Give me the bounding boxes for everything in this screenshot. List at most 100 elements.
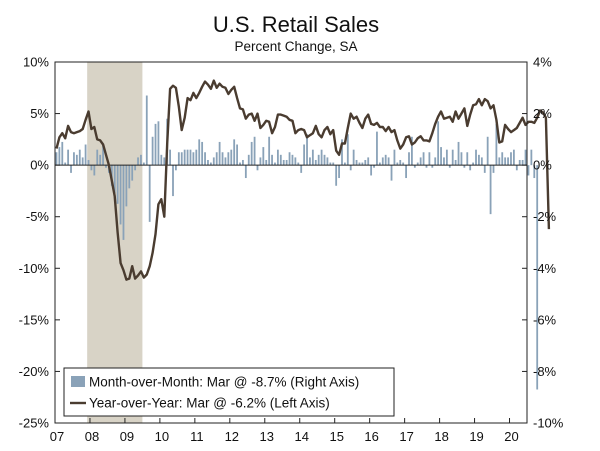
mom-bar [306,134,308,166]
mom-bar [448,165,451,168]
x-tick-label: 19 [469,429,483,444]
mom-bar [515,165,518,171]
mom-bar [137,157,139,166]
x-tick-label: 16 [364,429,378,444]
mom-bar [177,152,180,166]
mom-bar [256,165,259,171]
right-tick-label: -2% [533,209,557,224]
mom-bar [81,157,84,166]
mom-bar [437,121,440,166]
right-tick-label: 0% [533,158,552,173]
mom-bar [236,144,239,166]
mom-bar [373,165,375,168]
mom-bar [233,139,236,166]
mom-bar [294,157,297,166]
mom-bar [90,165,93,171]
mom-bar [425,165,428,168]
mom-bar [422,152,425,166]
mom-bar [419,157,422,166]
mom-bar [343,162,346,166]
mom-bar [148,165,151,222]
mom-bar [207,159,209,166]
x-tick-label: 07 [50,429,64,444]
mom-bar [297,162,300,166]
mom-bar [140,154,142,166]
mom-bar [151,136,154,166]
mom-bar [469,165,472,171]
right-tick-label: 2% [533,106,552,121]
mom-bar [142,162,145,166]
legend-box [63,367,395,417]
mom-bar [512,149,515,166]
x-tick-label: 12 [225,429,239,444]
mom-bar [510,152,512,166]
mom-bar [507,157,509,166]
mom-bar [478,154,480,166]
right-tick-label: -8% [533,364,557,379]
chart-title: U.S. Retail Sales [213,12,379,37]
mom-bar [492,165,495,173]
mom-bar [384,154,387,166]
mom-bar [55,152,58,166]
mom-bar [250,141,253,166]
mom-bar [259,157,262,166]
x-tick-label: 13 [260,429,274,444]
mom-bar [317,154,320,166]
mom-bar [169,149,171,166]
mom-bar [323,154,326,166]
yoy-line [55,79,551,281]
mom-bar [64,162,67,166]
mom-bar [352,149,355,166]
mom-bar [466,152,469,166]
mom-bar [361,162,364,166]
mom-bar [262,147,265,166]
mom-bar [61,141,64,166]
mom-bar [475,149,477,166]
mom-bar [212,157,215,166]
mom-bar [309,157,311,166]
mom-bar [73,152,75,166]
mom-bar [119,165,122,225]
mom-bar [122,165,125,240]
mom-bar [381,157,384,166]
plot-area [54,61,551,424]
mom-bar [314,159,317,166]
mom-bar [349,165,352,171]
x-tick-label: 18 [434,429,448,444]
mom-bar [405,165,407,179]
legend-mom-label: Month-over-Month: Mar @ -8.7% (Right Axi… [89,375,359,390]
mom-bar [102,144,104,166]
mom-bar [402,162,405,166]
mom-bar [338,165,340,179]
right-tick-label: -4% [533,261,557,276]
mom-bar [489,165,492,215]
mom-bar [454,159,457,166]
mom-bar [536,165,539,390]
mom-bar [189,149,192,166]
mom-bar [198,139,201,166]
mom-bar [332,162,335,166]
left-tick-label: -20% [19,364,50,379]
mom-bar [431,165,434,168]
mom-bar [416,162,419,166]
mom-bar [183,149,186,166]
left-tick-label: 10% [23,55,49,70]
mom-bar [128,165,131,189]
left-tick-label: -15% [19,312,50,327]
mom-bar [358,162,361,166]
mom-bar [215,152,218,166]
mom-bar [367,157,370,166]
mom-bar [163,157,166,166]
mom-bar [224,157,227,166]
mom-bar [518,159,521,166]
mom-bar [495,123,498,166]
mom-bar [186,149,189,166]
x-tick-label: 20 [504,429,518,444]
mom-bar [75,154,78,166]
left-tick-label: -25% [19,416,50,431]
mom-bar [472,162,475,166]
mom-bar [84,144,87,166]
mom-bar [440,147,442,166]
mom-bar [268,136,271,166]
mom-bar [486,136,489,166]
